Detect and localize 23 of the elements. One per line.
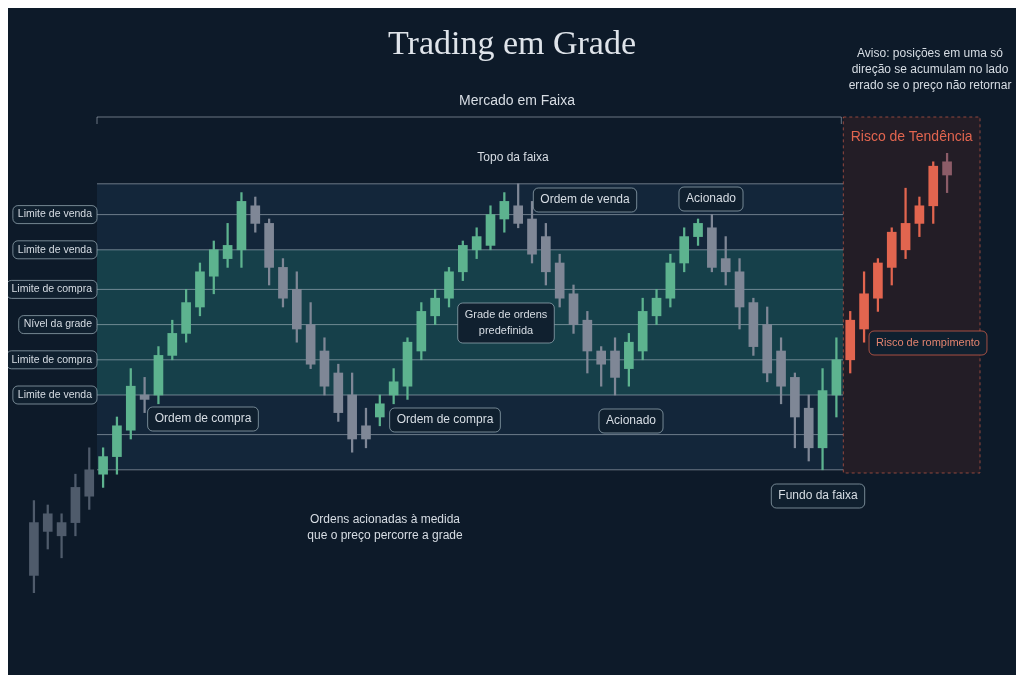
ref-line-label: Nível da grade <box>23 317 93 330</box>
ref-line-label: Limite de compra <box>11 282 93 295</box>
annotation: Ordem de venda <box>540 192 631 207</box>
text: Aviso: posições em uma só direção se acumulam no lado errado se o preço não retornar <box>848 46 1012 93</box>
chart-title: Trading em Grade <box>387 23 637 61</box>
annotation: Ordem de compra <box>396 412 494 427</box>
candlestick <box>222 223 233 268</box>
annotation: Fundo da faixa <box>778 488 859 503</box>
annotation: Ordens acionadas à medida que o preço percorre a grade <box>307 512 464 543</box>
annotation: Acionado <box>685 191 737 206</box>
annotation: Topo da faixa <box>477 150 550 165</box>
text: Mercado em Faixa <box>459 91 576 108</box>
annotation: Acionado <box>605 413 657 428</box>
candlestick <box>139 377 150 413</box>
annotation: Ordem de compra <box>154 411 252 426</box>
series-label: Risco de Tendência <box>850 127 973 144</box>
annotation: Grade de ordens predefinida <box>464 308 548 337</box>
candlestick <box>56 513 67 559</box>
ref-line-label: Limite de compra <box>11 352 93 365</box>
ref-line-label: Limite de venda <box>17 387 93 400</box>
ref-line-label: Limite de venda <box>17 207 93 220</box>
ref-line-label: Limite de venda <box>17 242 93 255</box>
annotation: Risco de rompimento <box>876 336 980 349</box>
